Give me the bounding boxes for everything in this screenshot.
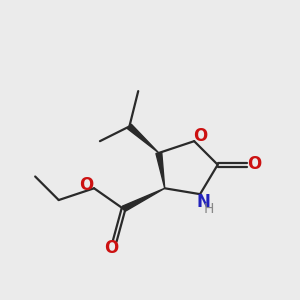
Text: O: O [79, 176, 93, 194]
Text: H: H [204, 202, 214, 217]
Text: N: N [197, 194, 211, 211]
Text: O: O [194, 127, 208, 145]
Polygon shape [122, 188, 165, 212]
Text: O: O [248, 155, 262, 173]
Text: O: O [104, 239, 118, 257]
Polygon shape [128, 124, 159, 153]
Polygon shape [156, 152, 165, 188]
